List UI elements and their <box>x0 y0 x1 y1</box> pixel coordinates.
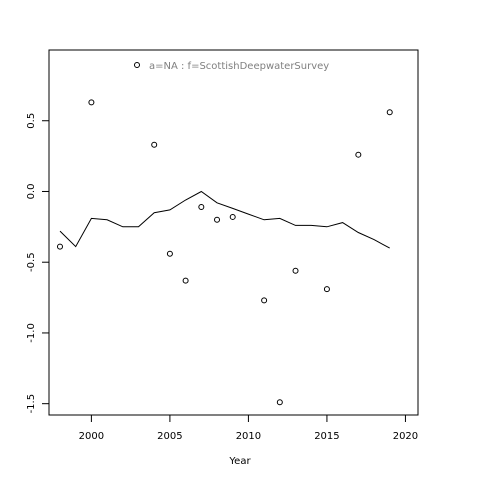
x-tick-label: 2015 <box>314 431 339 442</box>
y-tick-label: 0.0 <box>26 184 37 200</box>
legend: a=NA : f=ScottishDeepwaterSurvey <box>134 61 329 72</box>
x-tick-label: 2000 <box>79 431 104 442</box>
data-point <box>214 216 221 223</box>
y-axis: -1.5 -1.0 -0.5 0.0 0.5 <box>26 113 50 414</box>
data-point <box>229 213 236 220</box>
data-point <box>276 399 283 406</box>
data-point <box>261 297 268 304</box>
x-tick-label: 2005 <box>157 431 182 442</box>
data-point <box>88 99 95 106</box>
data-point <box>355 151 362 158</box>
y-tick-label: -0.5 <box>26 252 37 272</box>
x-axis-label: Year <box>228 456 251 467</box>
data-point <box>182 277 189 284</box>
y-tick-label: 0.5 <box>26 113 37 129</box>
data-point <box>56 243 63 250</box>
plot-marks <box>56 99 393 406</box>
data-point <box>386 109 393 116</box>
x-tick-label: 2010 <box>236 431 261 442</box>
plot-frame <box>48 49 419 416</box>
legend-marker <box>134 62 140 68</box>
data-point <box>323 286 330 293</box>
data-point <box>292 267 299 274</box>
x-tick-label: 2020 <box>393 431 418 442</box>
y-tick-label: -1.0 <box>26 323 37 343</box>
data-point <box>198 204 205 211</box>
data-point <box>151 141 158 148</box>
y-tick-label: -1.5 <box>26 394 37 414</box>
trend-line <box>59 190 390 249</box>
legend-label: a=NA : f=ScottishDeepwaterSurvey <box>149 61 329 72</box>
x-axis: 2000 2005 2010 2015 2020 <box>79 414 418 442</box>
data-point <box>166 250 173 257</box>
